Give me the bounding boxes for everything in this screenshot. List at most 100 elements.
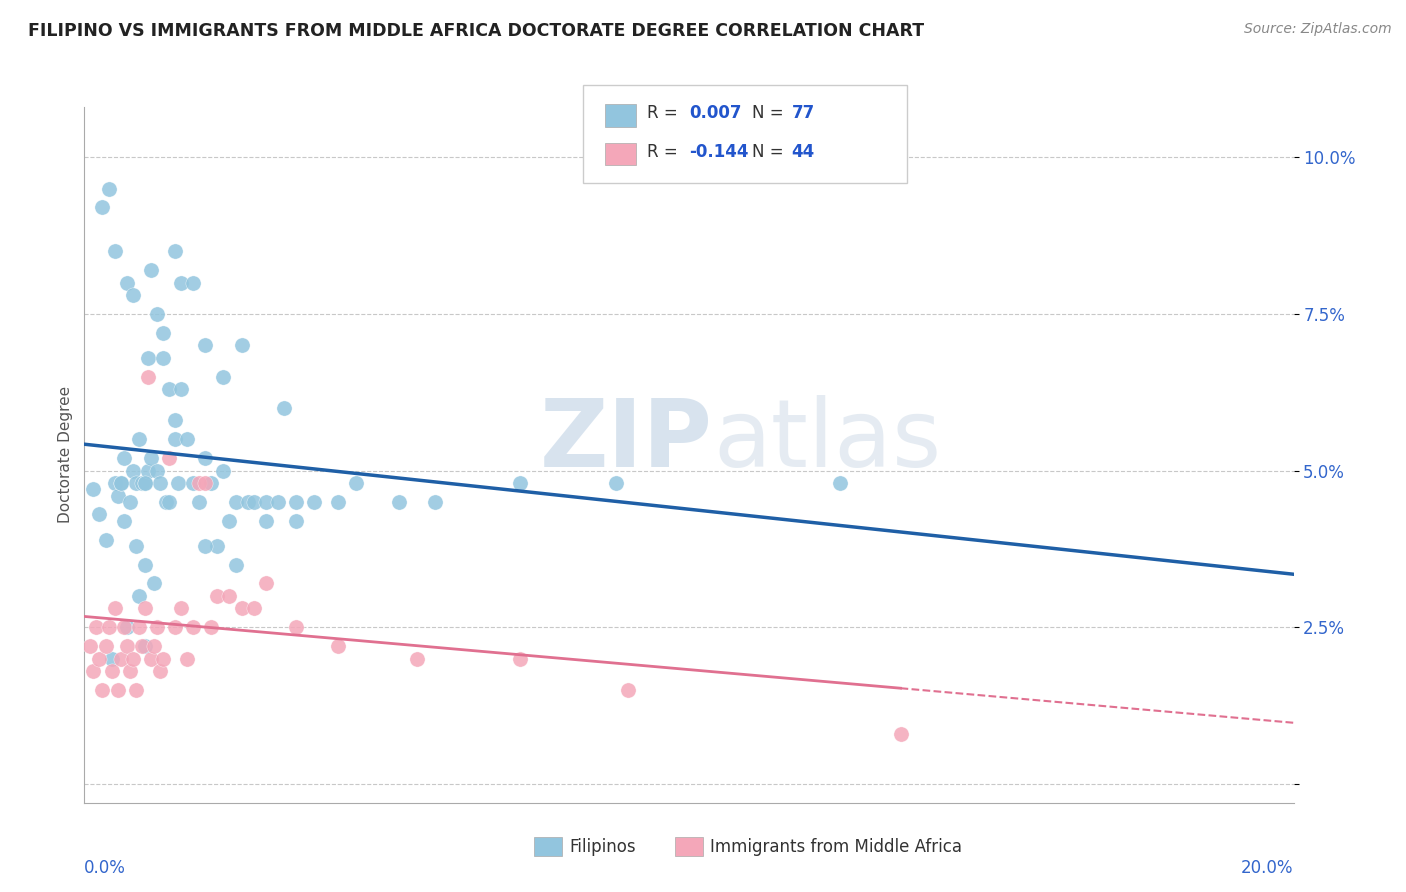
Point: [139, 651, 162, 665]
Point: [115, 276, 138, 290]
Point: [194, 451, 217, 466]
Text: N =: N =: [752, 104, 789, 122]
Point: [617, 683, 640, 698]
Point: [146, 307, 169, 321]
Text: atlas: atlas: [713, 395, 942, 487]
Point: [157, 451, 180, 466]
Point: [91, 200, 114, 214]
Text: R =: R =: [647, 104, 683, 122]
Point: [128, 589, 150, 603]
Point: [107, 683, 129, 698]
Point: [225, 495, 247, 509]
Text: 0.007: 0.007: [689, 104, 741, 122]
Point: [242, 601, 264, 615]
Point: [136, 464, 159, 478]
Point: [509, 476, 531, 491]
Point: [79, 639, 101, 653]
Point: [134, 476, 156, 491]
Point: [136, 369, 159, 384]
Point: [131, 639, 153, 653]
Point: [89, 651, 111, 665]
Point: [134, 476, 156, 491]
Point: [110, 651, 132, 665]
Point: [152, 651, 174, 665]
Point: [212, 369, 235, 384]
Point: [170, 382, 193, 396]
Point: [200, 476, 222, 491]
Point: [112, 451, 135, 466]
Point: [167, 476, 190, 491]
Point: [284, 620, 308, 634]
Point: [104, 244, 127, 259]
Point: [100, 651, 122, 665]
Point: [284, 514, 308, 528]
Point: [284, 495, 308, 509]
Point: [165, 620, 187, 634]
Point: [146, 464, 169, 478]
Point: [328, 639, 350, 653]
Point: [89, 508, 111, 522]
Point: [194, 338, 217, 352]
Y-axis label: Doctorate Degree: Doctorate Degree: [58, 386, 73, 524]
Point: [231, 338, 253, 352]
Point: [134, 601, 156, 615]
Point: [97, 181, 120, 195]
Point: [212, 464, 235, 478]
Point: [207, 589, 229, 603]
Point: [91, 683, 114, 698]
Point: [176, 651, 198, 665]
Point: [104, 476, 127, 491]
Point: [346, 476, 368, 491]
Point: [112, 514, 135, 528]
Point: [273, 401, 295, 415]
Point: [242, 495, 264, 509]
Point: [97, 620, 120, 634]
Point: [165, 244, 187, 259]
Point: [100, 664, 122, 678]
Point: [107, 489, 129, 503]
Point: [254, 495, 277, 509]
Point: [225, 558, 247, 572]
Point: [82, 483, 104, 497]
Point: [142, 639, 165, 653]
Point: [165, 413, 187, 427]
Point: [110, 476, 132, 491]
Point: [236, 495, 259, 509]
Point: [104, 601, 127, 615]
Point: [152, 326, 174, 340]
Point: [406, 651, 429, 665]
Point: [118, 664, 141, 678]
Point: [170, 601, 193, 615]
Point: [176, 432, 198, 446]
Point: [134, 558, 156, 572]
Text: 77: 77: [792, 104, 815, 122]
Point: [605, 476, 627, 491]
Point: [267, 495, 290, 509]
Point: [110, 476, 132, 491]
Point: [131, 476, 153, 491]
Point: [188, 476, 211, 491]
Point: [128, 620, 150, 634]
Point: [152, 351, 174, 365]
Point: [181, 276, 204, 290]
Point: [890, 727, 912, 741]
Point: [188, 495, 211, 509]
Point: [830, 476, 852, 491]
Point: [149, 664, 172, 678]
Text: 20.0%: 20.0%: [1241, 859, 1294, 877]
Point: [254, 576, 277, 591]
Point: [155, 495, 177, 509]
Point: [128, 432, 150, 446]
Point: [121, 651, 143, 665]
Point: [218, 589, 240, 603]
Text: Source: ZipAtlas.com: Source: ZipAtlas.com: [1244, 22, 1392, 37]
Point: [181, 620, 204, 634]
Point: [125, 683, 148, 698]
Point: [218, 514, 240, 528]
Text: R =: R =: [647, 143, 683, 161]
Point: [181, 476, 204, 491]
Point: [207, 539, 229, 553]
Point: [134, 639, 156, 653]
Point: [139, 263, 162, 277]
Point: [139, 451, 162, 466]
